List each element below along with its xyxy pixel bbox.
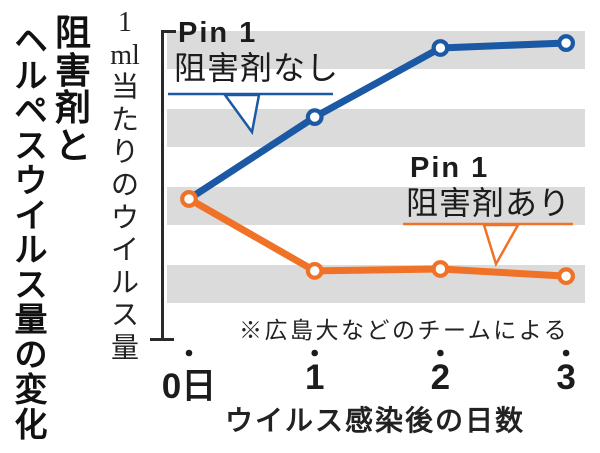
vertical-char: 害 [54, 49, 91, 91]
with-inhibitor-callout-pointer [482, 223, 521, 268]
vertical-char: 剤 [54, 87, 91, 128]
vertical-char: 阻 [54, 12, 91, 53]
x-tick-dot [185, 349, 193, 357]
vertical-char: と [54, 124, 91, 166]
gray-band-4 [167, 265, 585, 303]
x-tick-label: 2 [430, 358, 451, 397]
vertical-char: ペ [14, 91, 48, 129]
vertical-char: 量 [14, 301, 48, 339]
x-tick-label: 1 [304, 358, 325, 397]
vertical-char: 1 [118, 7, 132, 38]
vertical-char: た [110, 104, 139, 136]
vertical-char: ス [14, 126, 48, 164]
chart-title-column-2: ヘルペスウイルス量の変化 [10, 22, 52, 443]
vertical-char: 当 [110, 72, 139, 104]
label-no-inhibitor-line1: Pin 1 [178, 17, 258, 49]
x-tick-label: 3 [556, 358, 576, 397]
vertical-char: の [110, 169, 139, 201]
label-with-inhibitor: Pin 1 阻害剤あり [406, 152, 572, 221]
vertical-char: ウ [110, 202, 139, 234]
x-axis-title: ウイルス感染後の日数 [224, 406, 525, 437]
vertical-char: 量 [110, 332, 139, 364]
label-with-inhibitor-line2: 阻害剤あり [406, 185, 572, 221]
x-tick-dot [311, 349, 319, 357]
vertical-char: ル [14, 56, 48, 94]
gray-band-2 [167, 109, 585, 147]
label-no-inhibitor-line2: 阻害剤なし [174, 50, 340, 86]
vertical-char: り [110, 137, 139, 169]
chart-title-column-1: 阻害剤と [52, 14, 94, 164]
vertical-char: ル [14, 231, 48, 269]
vertical-char: ウ [14, 161, 48, 199]
vertical-char: イ [110, 235, 139, 267]
y-axis-label: 1 ml 当たりのウイルス量 [105, 7, 145, 366]
vertical-char: ヘ [14, 22, 48, 59]
label-with-inhibitor-line1: Pin 1 [410, 152, 490, 184]
vertical-char: ス [14, 266, 48, 304]
vertical-char: 化 [14, 405, 48, 443]
source-note: ※広島大などのチームによる [239, 318, 570, 343]
vertical-char: ml [110, 39, 140, 71]
label-no-inhibitor: Pin 1 阻害剤なし [174, 17, 340, 86]
vertical-char: 変 [14, 371, 48, 409]
vertical-char: の [14, 336, 48, 374]
vertical-char: ス [110, 300, 139, 332]
x-tick-dot [437, 349, 444, 357]
x-tick-label: 0日 [161, 367, 217, 406]
x-tick-dot [562, 349, 570, 357]
vertical-char: イ [14, 196, 48, 234]
vertical-char: ル [110, 267, 139, 299]
